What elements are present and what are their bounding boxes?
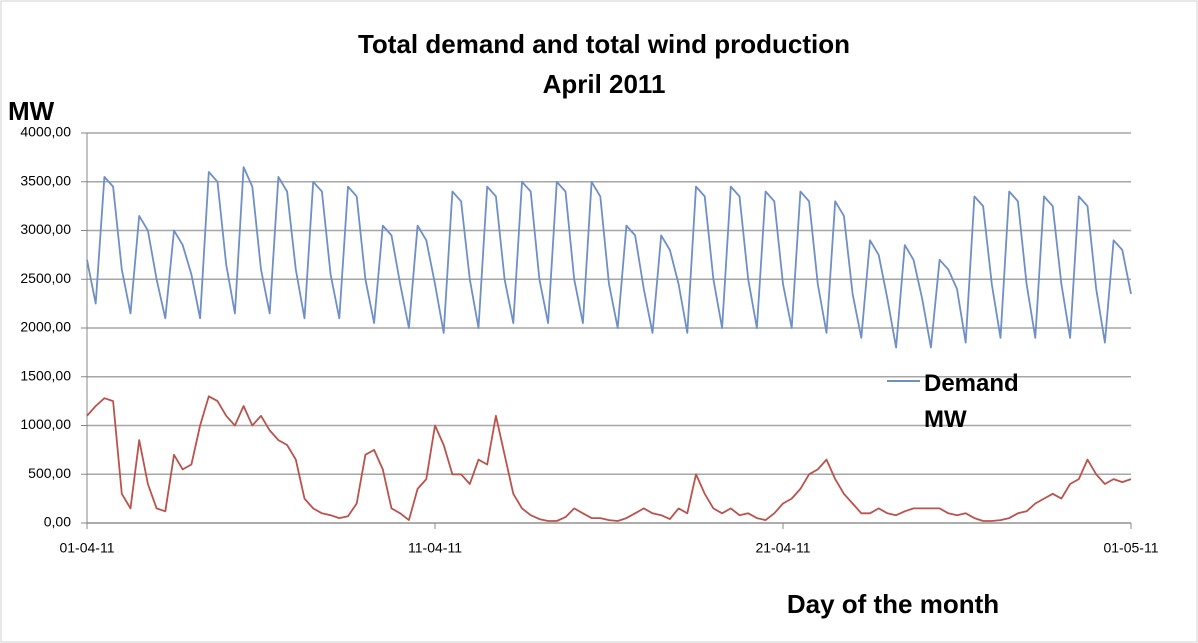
y-tick-label: 0,00 [44,514,71,530]
y-tick-label: 2500,00 [20,270,71,286]
y-tick-label: 2000,00 [20,319,71,335]
data-line [86,166,1132,349]
y-tick-label: 3500,00 [20,172,71,188]
x-tick-label: 21-04-11 [755,540,810,556]
y-tick-label: 500,00 [28,465,71,481]
x-tick-label: 01-05-11 [1103,540,1158,556]
chart-subtitle: April 2011 [543,69,666,99]
x-tick-label: 11-04-11 [408,540,462,556]
data-line [86,395,1132,522]
x-tick-label: 01-04-11 [59,540,114,556]
y-tick-label: 1500,00 [20,367,71,383]
y-axis-title: MW [8,96,55,126]
legend-label: Demand MW [924,370,1019,433]
x-axis-title: Day of the month [787,589,999,619]
y-tick-label: 3000,00 [20,221,71,237]
y-tick-label: 1000,00 [20,416,71,432]
chart-title: Total demand and total wind production [358,29,850,59]
y-tick-label: 4000,00 [20,124,71,140]
